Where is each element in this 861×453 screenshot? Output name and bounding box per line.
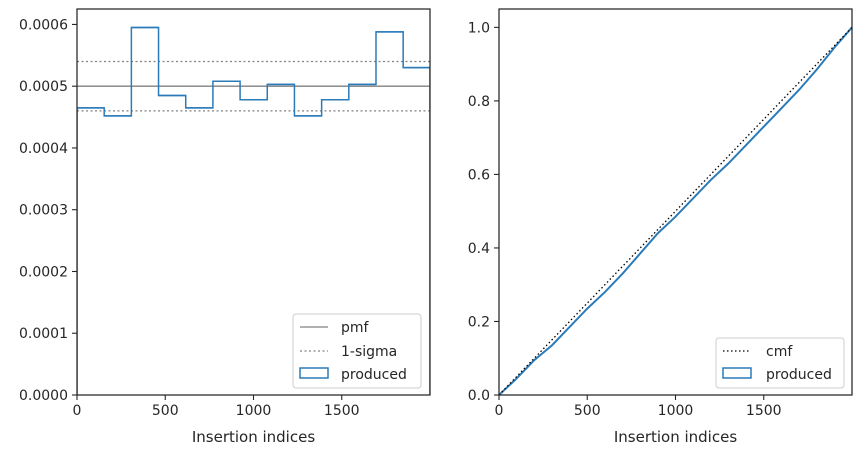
x-tick-label: 1000 — [658, 403, 694, 419]
y-tick-label: 0.8 — [468, 94, 490, 110]
y-tick-label: 0.2 — [468, 314, 490, 330]
x-tick-label: 1500 — [746, 403, 782, 419]
legend-produced-swatch — [722, 367, 752, 379]
x-axis-label: Insertion indices — [614, 428, 737, 446]
y-tick-label: 0.0003 — [19, 203, 68, 219]
y-tick-label: 0.6 — [468, 167, 490, 183]
cmf-line — [499, 26, 852, 395]
legend-box — [292, 313, 422, 389]
legend-produced-swatch — [299, 367, 329, 379]
legend-produced-label: produced — [341, 367, 407, 383]
y-tick-label: 0.0002 — [19, 264, 68, 280]
y-tick-label: 0.0001 — [19, 326, 68, 342]
y-tick-label: 0.0005 — [19, 79, 68, 95]
x-tick-label: 0 — [495, 403, 504, 419]
y-tick-label: 0.0000 — [19, 388, 68, 404]
y-tick-label: 0.4 — [468, 241, 490, 257]
legend-pmf-label: pmf — [341, 320, 370, 336]
x-tick-label: 0 — [73, 403, 82, 419]
x-tick-label: 500 — [152, 403, 179, 419]
cmf-panel: 0 500 1000 1500 0.0 0.2 0.4 0.6 0.8 1.0 Insertion … — [468, 8, 853, 446]
x-axis-label: Insertion indices — [192, 428, 315, 446]
legend-cmf-label: cmf — [766, 344, 793, 360]
legend: pmf 1-sigma produced — [292, 313, 422, 389]
legend: cmf produced — [715, 337, 845, 389]
y-tick-label: 1.0 — [468, 20, 490, 36]
y-tick-label: 0.0004 — [19, 141, 68, 157]
x-tick-label: 1000 — [236, 403, 272, 419]
legend-produced-label: produced — [766, 367, 832, 383]
axes-frame — [498, 8, 853, 396]
x-tick-label: 500 — [574, 403, 601, 419]
plot-area — [499, 26, 852, 395]
x-tick-label: 1500 — [324, 403, 360, 419]
plot-area — [77, 26, 430, 395]
y-tick-label: 0.0 — [468, 388, 490, 404]
legend-sigma-label: 1-sigma — [341, 344, 397, 360]
pmf-panel: 0 500 1000 1500 0.0000 0.0001 0.0002 0.0003 0.00… — [19, 8, 431, 446]
produced-curve — [499, 26, 852, 395]
y-tick-label: 0.0006 — [19, 17, 68, 33]
